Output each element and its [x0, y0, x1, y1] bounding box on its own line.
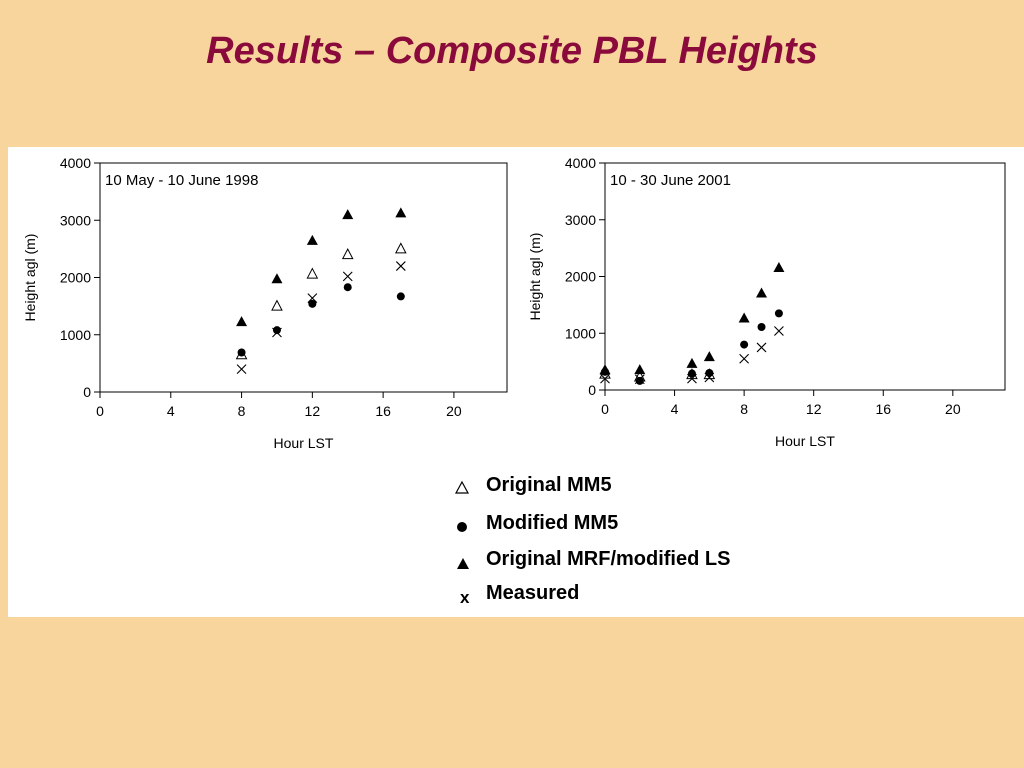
y-axis-label: Height agl (m): [22, 234, 38, 322]
data-point-original-mrf: [756, 287, 768, 298]
data-point-modified-mm5: [237, 348, 246, 357]
x-tick-label: 8: [740, 401, 748, 417]
data-point-measured: [342, 271, 353, 282]
data-point-modified-mm5: [635, 376, 644, 385]
chart-title: 10 May - 10 June 1998: [105, 172, 258, 189]
data-point-measured: [307, 293, 318, 303]
y-tick-label: 4000: [565, 155, 596, 171]
data-point-modified-mm5: [740, 340, 749, 349]
legend-label: Original MRF/modified LS: [486, 548, 731, 570]
data-point-original-mrf: [686, 357, 698, 368]
x-tick-label: 12: [806, 401, 822, 417]
data-point-measured: [272, 327, 282, 338]
chart-1: 0 1000 2000 3000 4000 0 4 8 12 16 20 Hour LST Height…: [22, 155, 508, 451]
data-point-original-mrf: [703, 351, 715, 362]
data-point-original-mrf: [395, 207, 407, 218]
data-point-original-mm5: [306, 267, 319, 279]
data-point-original-mrf: [271, 273, 283, 284]
legend-label: Modified MM5: [486, 512, 619, 534]
plot-frame: [99, 162, 508, 393]
y-axis-label: Height agl (m): [527, 233, 543, 321]
data-point-measured: [774, 326, 784, 336]
x-tick-label: 20: [945, 401, 961, 417]
data-point-measured: [600, 373, 610, 384]
filled-triangle-icon: [457, 558, 469, 569]
data-point-original-mrf: [738, 312, 750, 323]
chart-2: 0 1000 2000 3000 4000 0 4 8 12 16 20 Hour LST Height…: [527, 155, 1006, 449]
data-point-measured: [756, 342, 767, 353]
open-triangle-icon: [454, 480, 470, 494]
data-point-modified-mm5: [308, 299, 317, 308]
data-point-measured: [395, 261, 406, 271]
y-tick-label: 2000: [60, 270, 91, 286]
data-point-measured: [634, 374, 645, 385]
x-tick-label: 16: [375, 403, 391, 419]
y-tick-label: 1000: [60, 327, 91, 343]
data-point-modified-mm5: [774, 309, 783, 318]
data-point-original-mrf: [306, 234, 318, 245]
data-point-modified-mm5: [343, 283, 352, 292]
x-mark-icon: x: [460, 588, 470, 606]
svg-text:x: x: [460, 588, 470, 606]
y-tick-label: 3000: [565, 212, 596, 228]
data-point-measured: [739, 353, 750, 364]
data-point-modified-mm5: [757, 323, 766, 332]
x-tick-label: 4: [671, 401, 679, 417]
data-point-original-mm5: [341, 248, 354, 260]
data-point-original-mrf: [634, 364, 646, 375]
data-point-original-mm5: [271, 299, 283, 311]
x-tick-label: 0: [601, 401, 609, 417]
x-tick-label: 20: [446, 403, 462, 419]
x-tick-label: 16: [875, 401, 891, 417]
plot-frame: [604, 162, 1006, 391]
x-tick-label: 0: [96, 403, 104, 419]
filled-circle-icon: [457, 522, 467, 532]
data-point-original-mrf: [342, 209, 354, 220]
y-tick-label: 4000: [60, 155, 91, 171]
data-point-original-mm5: [394, 242, 407, 254]
y-tick-label: 0: [83, 384, 91, 400]
data-point-measured: [687, 373, 697, 384]
figure-panel: [8, 147, 1024, 617]
slide-title: Results – Composite PBL Heights: [206, 30, 818, 72]
data-point-original-mrf: [773, 261, 785, 272]
x-tick-label: 8: [238, 403, 246, 419]
data-point-original-mrf: [236, 316, 248, 327]
data-point-measured: [704, 372, 715, 383]
y-tick-label: 1000: [565, 325, 596, 341]
x-axis-label: Hour LST: [775, 433, 835, 449]
y-tick-label: 3000: [60, 212, 91, 228]
x-tick-label: 4: [167, 403, 175, 419]
x-axis-label: Hour LST: [274, 435, 334, 451]
data-point-modified-mm5: [687, 369, 696, 378]
legend-label: Measured: [486, 582, 580, 604]
data-point-measured: [236, 364, 247, 374]
x-tick-label: 12: [305, 403, 321, 419]
legend-label: Original MM5: [486, 474, 612, 496]
y-tick-label: 2000: [565, 269, 596, 285]
data-point-original-mrf: [599, 364, 611, 375]
data-point-modified-mm5: [705, 368, 714, 377]
data-point-modified-mm5: [396, 292, 405, 301]
chart-title: 10 - 30 June 2001: [610, 172, 731, 189]
data-point-modified-mm5: [272, 326, 281, 335]
y-tick-label: 0: [588, 382, 596, 398]
